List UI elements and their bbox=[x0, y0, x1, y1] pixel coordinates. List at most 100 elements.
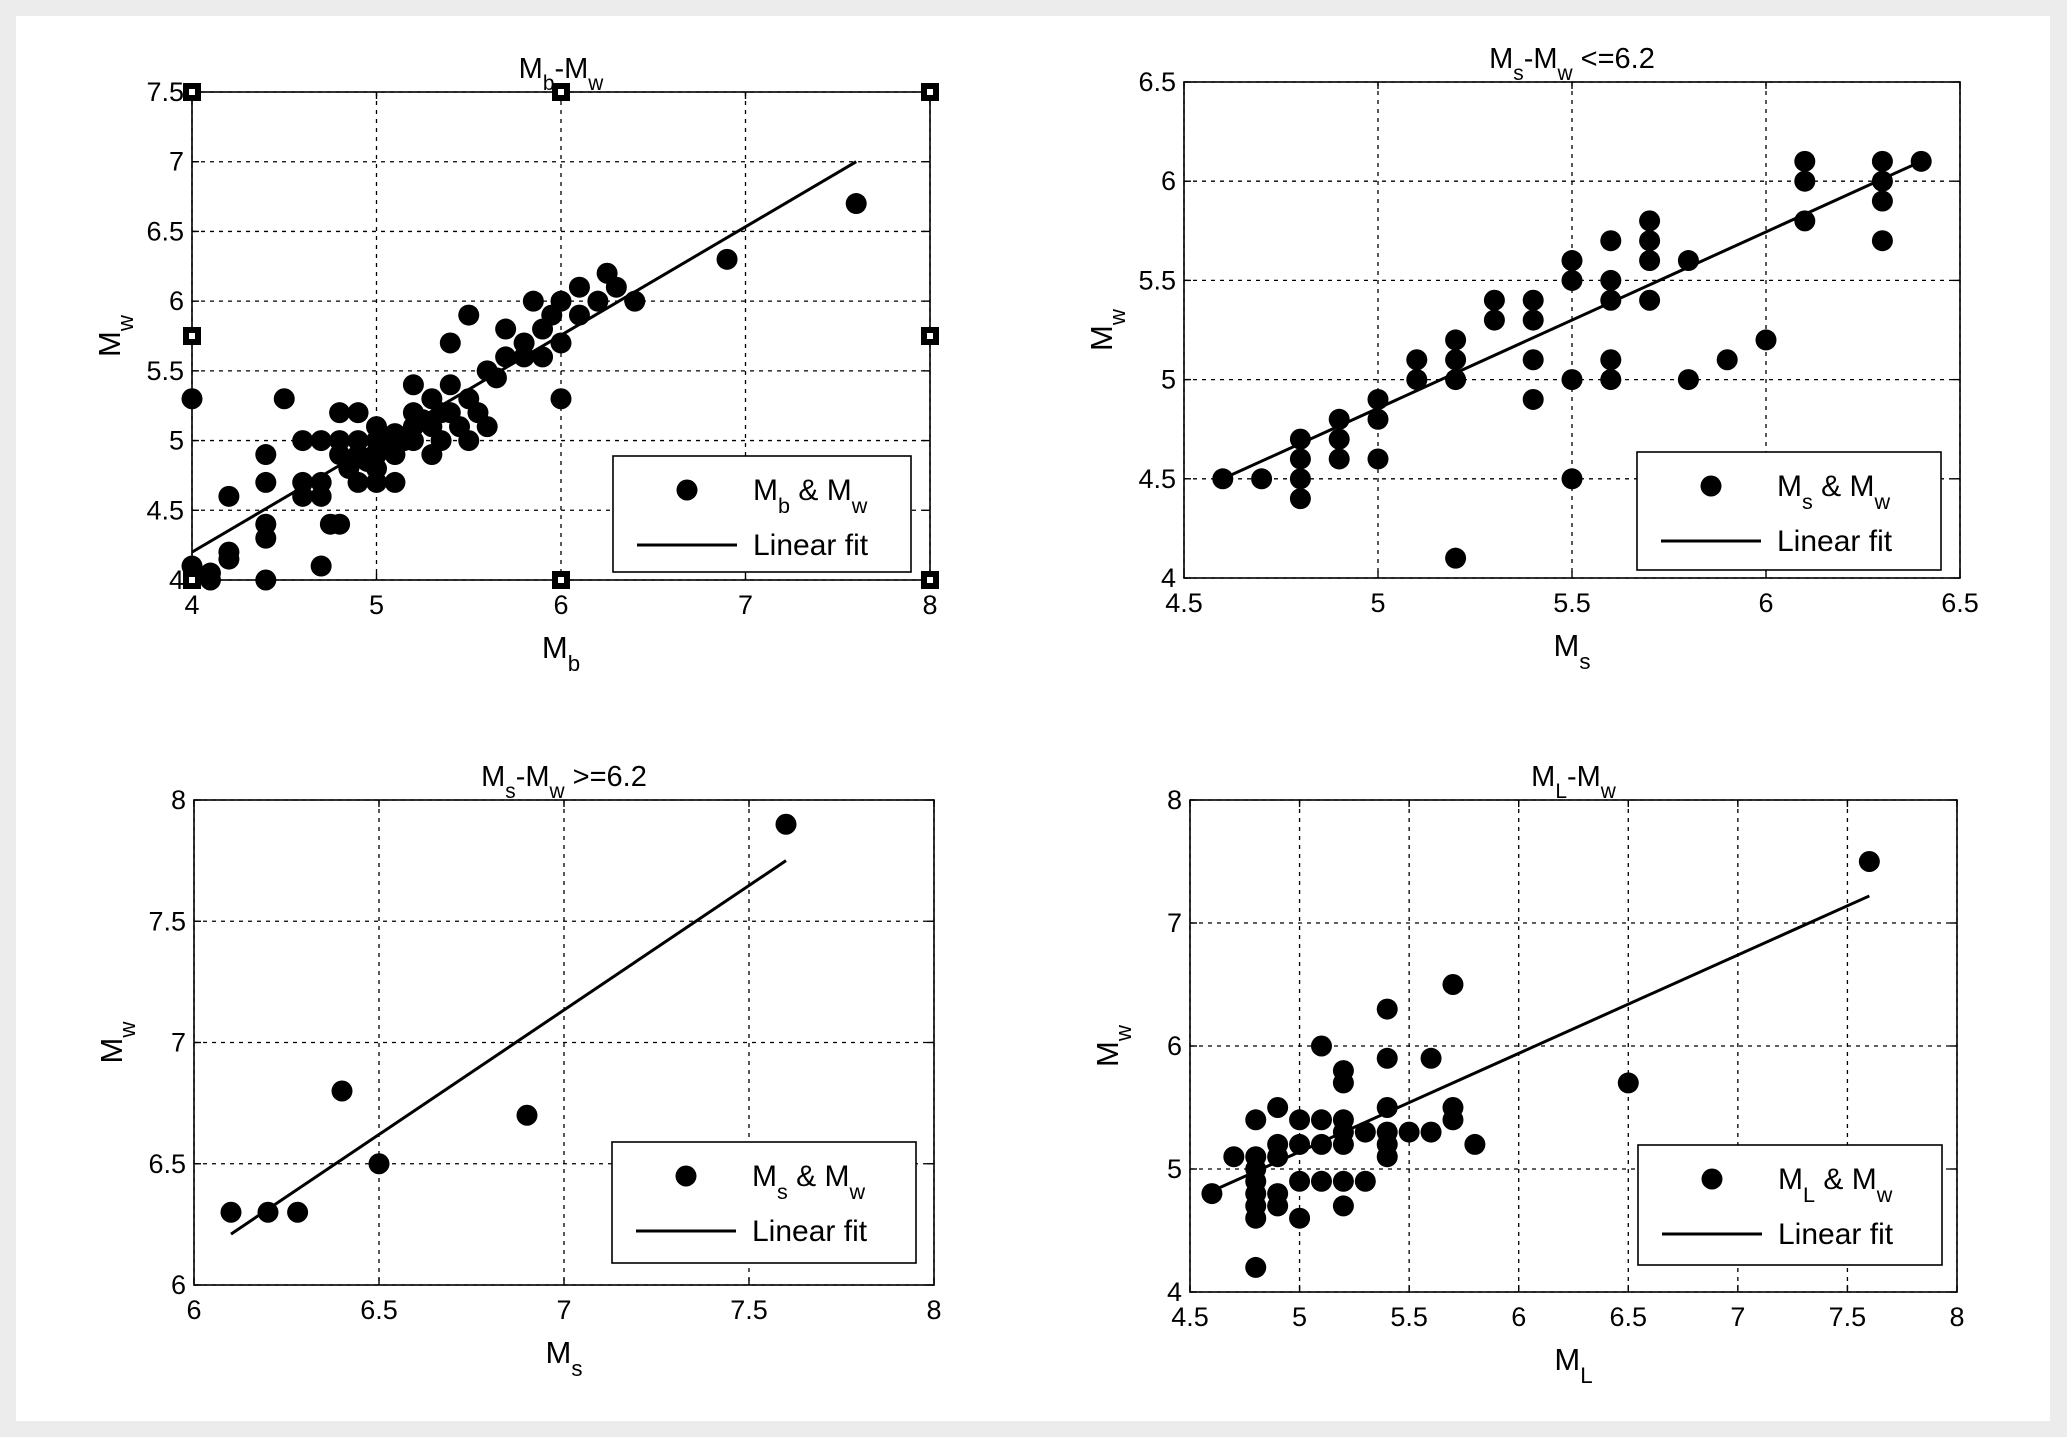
chart-title: ML-Mw bbox=[1531, 761, 1617, 803]
legend-label-part: M bbox=[1778, 1163, 1803, 1196]
data-point bbox=[347, 402, 369, 424]
data-point bbox=[402, 430, 424, 452]
data-point bbox=[1376, 998, 1398, 1020]
data-point bbox=[1561, 369, 1583, 391]
chart-title-part: -M bbox=[554, 53, 588, 85]
x-tick-label: 7 bbox=[556, 1295, 571, 1325]
legend-label-part: M bbox=[753, 474, 778, 507]
data-point bbox=[1522, 309, 1544, 331]
chart-title: Ms-Mw >=6.2 bbox=[481, 761, 647, 803]
data-point bbox=[439, 332, 461, 354]
data-point bbox=[1442, 974, 1464, 995]
legend-label: Linear fit bbox=[1778, 1218, 1894, 1251]
y-tick-label: 7 bbox=[1167, 908, 1182, 938]
data-point bbox=[532, 346, 554, 368]
data-point bbox=[550, 290, 572, 312]
legend-label-part: w bbox=[848, 1179, 865, 1204]
y-axis-label-part: w bbox=[1111, 1024, 1136, 1042]
y-tick-label: 5.5 bbox=[146, 356, 184, 386]
subplot-2: 4.5 5 5.5 6 6.544.555.566.5Ms-Mw <=6.2MsMwMs… bbox=[1084, 43, 1979, 674]
legend-label-part: w bbox=[1873, 489, 1890, 514]
legend-label: Linear fit bbox=[752, 1215, 868, 1248]
selection-handle-center bbox=[189, 577, 195, 583]
selection-handle-center bbox=[558, 89, 564, 95]
chart-title-part: w bbox=[1557, 62, 1574, 85]
data-point bbox=[1328, 428, 1350, 450]
legend-box bbox=[1636, 451, 1942, 571]
chart-title-part: w bbox=[1600, 780, 1617, 803]
linear-fit-line bbox=[1211, 894, 1870, 1193]
data-point bbox=[1354, 1121, 1376, 1143]
data-point bbox=[1310, 1035, 1332, 1057]
data-point bbox=[1289, 448, 1311, 470]
data-point bbox=[1245, 1109, 1267, 1131]
x-tick-label: 4 bbox=[184, 590, 199, 620]
data-point bbox=[1600, 269, 1622, 291]
data-point bbox=[255, 471, 277, 493]
data-point bbox=[495, 346, 517, 368]
data-point bbox=[255, 569, 277, 591]
data-point bbox=[1483, 309, 1505, 331]
selection-handles bbox=[183, 83, 939, 589]
y-tick-label: 8 bbox=[171, 785, 186, 815]
data-point bbox=[1858, 851, 1880, 872]
x-tick-label: 8 bbox=[922, 590, 937, 620]
data-point bbox=[485, 367, 507, 389]
data-point bbox=[1639, 289, 1661, 311]
data-point bbox=[1310, 1109, 1332, 1131]
y-tick-label: 7 bbox=[171, 1028, 186, 1058]
legend-marker bbox=[676, 479, 698, 501]
data-point bbox=[1445, 547, 1467, 569]
chart-title-part: -M bbox=[516, 761, 550, 793]
x-axis-label-part: s bbox=[1579, 649, 1590, 674]
y-tick-label: 5.5 bbox=[1138, 265, 1176, 295]
y-tick-label: 4.5 bbox=[1138, 464, 1176, 494]
x-tick-label: 6.5 bbox=[1941, 588, 1979, 618]
data-point bbox=[1398, 1121, 1420, 1143]
data-point bbox=[1561, 250, 1583, 272]
chart-title-part: b bbox=[543, 72, 555, 95]
data-point bbox=[1871, 150, 1893, 172]
legend: Mb & Mw Linear fit bbox=[612, 455, 912, 573]
legend-label-part: w bbox=[1876, 1182, 1893, 1207]
y-tick-label: 4 bbox=[1167, 1277, 1182, 1307]
data-point bbox=[1522, 349, 1544, 371]
x-axis-label-part: L bbox=[1580, 1363, 1592, 1388]
data-point bbox=[516, 1104, 538, 1126]
x-axis-label-part: M bbox=[1554, 1342, 1580, 1377]
data-point bbox=[1289, 1170, 1311, 1192]
legend: Ms & Mw Linear fit bbox=[611, 1141, 917, 1264]
y-tick-label: 5 bbox=[169, 426, 184, 456]
x-tick-label: 8 bbox=[1949, 1302, 1964, 1332]
data-point bbox=[1445, 329, 1467, 351]
selection-handle-center bbox=[558, 577, 564, 583]
data-point bbox=[1376, 1097, 1398, 1118]
selection-handle-center bbox=[189, 333, 195, 339]
x-tick-label: 4.5 bbox=[1165, 588, 1203, 618]
data-point bbox=[287, 1201, 309, 1223]
y-tick-label: 6.5 bbox=[146, 216, 184, 246]
legend-label-part: & M bbox=[790, 474, 852, 507]
y-axis-label-part: M bbox=[94, 1038, 129, 1064]
data-point bbox=[1289, 468, 1311, 490]
data-point bbox=[1332, 1170, 1354, 1192]
data-point bbox=[1245, 1256, 1267, 1278]
data-point bbox=[522, 290, 544, 312]
data-point bbox=[1716, 349, 1738, 371]
chart-title-part: s bbox=[505, 780, 515, 803]
data-point bbox=[366, 471, 387, 493]
data-point bbox=[1871, 230, 1893, 252]
data-point bbox=[329, 513, 351, 535]
data-point bbox=[439, 374, 461, 396]
chart-title-part: M bbox=[481, 761, 505, 793]
chart-title: Mb-Mw bbox=[519, 53, 605, 95]
data-point bbox=[1677, 369, 1699, 391]
legend: ML & Mw Linear fit bbox=[1637, 1144, 1943, 1266]
legend-label-part: M bbox=[1777, 470, 1802, 503]
data-point bbox=[1245, 1207, 1267, 1229]
x-axis-label-part: M bbox=[1554, 628, 1580, 663]
x-tick-label: 6 bbox=[186, 1295, 201, 1325]
data-point bbox=[476, 416, 498, 438]
